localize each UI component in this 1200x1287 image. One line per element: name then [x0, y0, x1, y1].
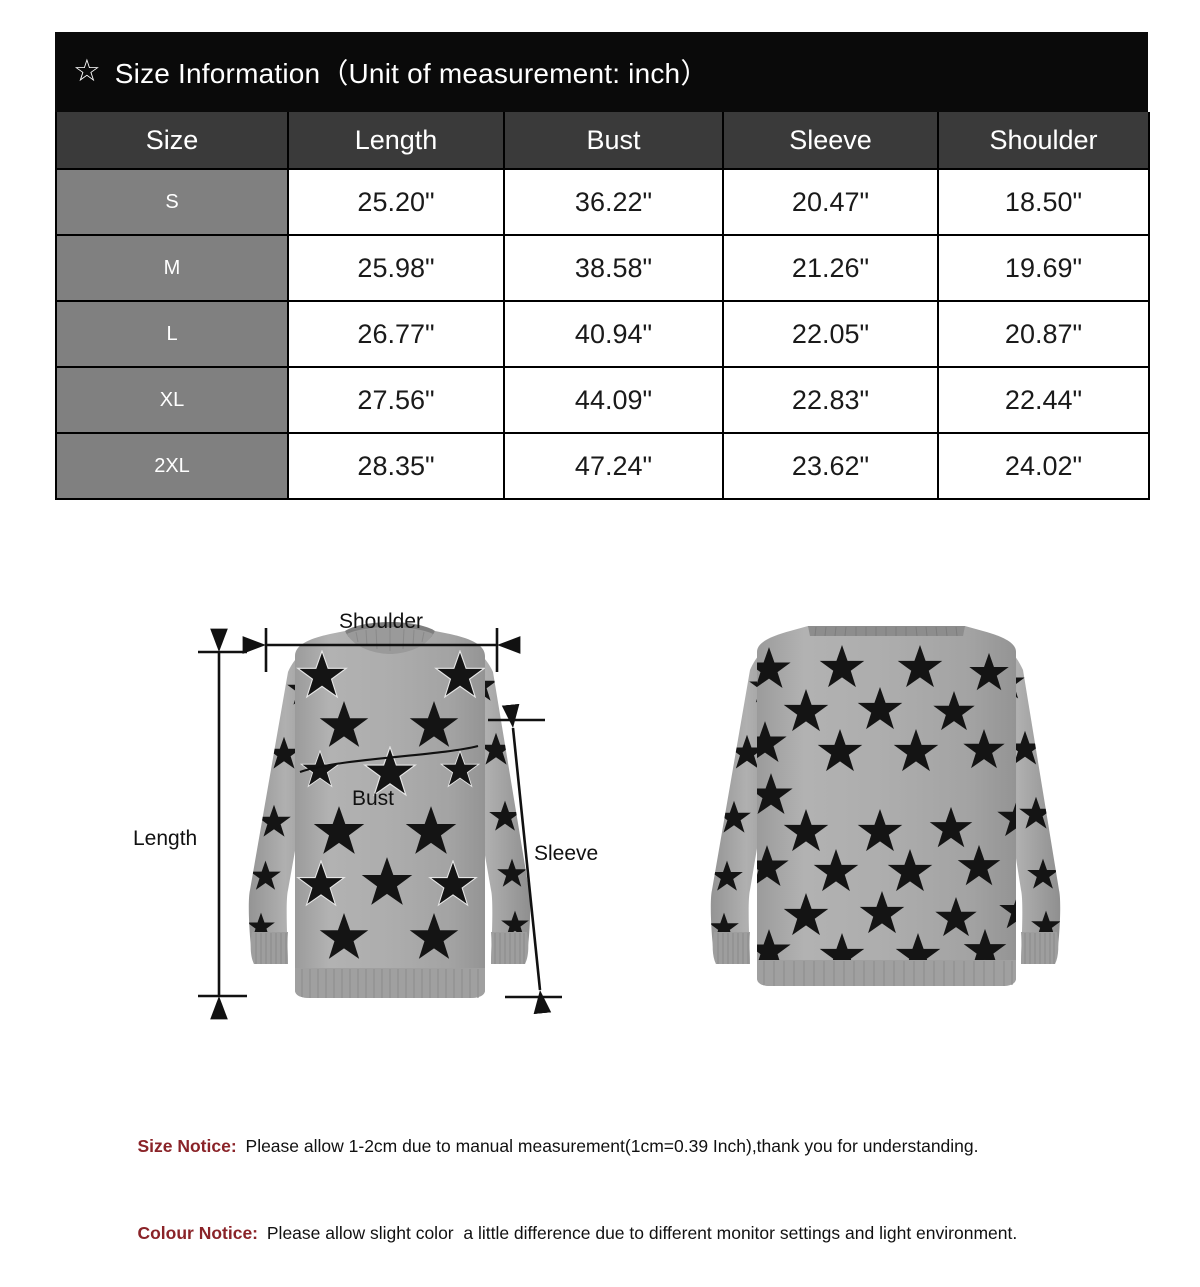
cell-length: 27.56" [287, 366, 505, 434]
size-notice-text: Please allow 1-2cm due to manual measure… [240, 1135, 979, 1156]
bust-label: Bust [352, 787, 394, 810]
size-notice: Size Notice: Please allow 1-2cm due to m… [118, 1112, 1158, 1180]
cell-length: 25.20" [287, 168, 505, 236]
cell-size: M [55, 234, 289, 302]
column-header-size: Size [55, 112, 289, 170]
cell-shoulder: 20.87" [937, 300, 1150, 368]
cell-shoulder: 18.50" [937, 168, 1150, 236]
bust-dimension [299, 744, 479, 773]
colour-notice: Colour Notice: Please allow slight color… [118, 1199, 1158, 1267]
table-title-text: Size Information（Unit of measurement: in… [114, 58, 709, 89]
cell-length: 28.35" [287, 432, 505, 500]
size-chart: Size Length Bust Sleeve Shoulder S 25.20… [55, 112, 1150, 500]
column-header-length: Length [287, 112, 505, 170]
size-notice-key: Size Notice: [137, 1135, 237, 1156]
sleeve-label: Sleeve [534, 842, 598, 865]
column-header-shoulder: Shoulder [937, 112, 1150, 170]
cell-bust: 36.22" [503, 168, 724, 236]
table-row: S 25.20" 36.22" 20.47" 18.50" [55, 168, 1150, 236]
cell-sleeve: 21.26" [722, 234, 939, 302]
sweater-back-view [710, 626, 1061, 986]
sweater-front-view [248, 622, 531, 998]
measurement-diagram: Shoulder Length Bust Sleeve [0, 560, 1200, 1060]
cell-shoulder: 24.02" [937, 432, 1150, 500]
table-row: XL 27.56" 44.09" 22.83" 22.44" [55, 366, 1150, 434]
cell-sleeve: 20.47" [722, 168, 939, 236]
colour-notice-key: Colour Notice: [137, 1223, 259, 1243]
cell-bust: 44.09" [503, 366, 724, 434]
cell-bust: 40.94" [503, 300, 724, 368]
cell-shoulder: 19.69" [937, 234, 1150, 302]
front-body [295, 622, 485, 998]
cell-bust: 47.24" [503, 432, 724, 500]
length-dimension [198, 628, 247, 1020]
cell-sleeve: 22.83" [722, 366, 939, 434]
cell-size: 2XL [55, 432, 289, 500]
star-icon: ☆ [73, 53, 101, 88]
cell-length: 26.77" [287, 300, 505, 368]
table-row: M 25.98" 38.58" 21.26" 19.69" [55, 234, 1150, 302]
shoulder-label: Shoulder [339, 610, 423, 633]
notices-section: Size Notice: Please allow 1-2cm due to m… [118, 1112, 1158, 1287]
length-label: Length [133, 827, 197, 850]
cell-sleeve: 22.05" [722, 300, 939, 368]
table-title-bar: ☆ Size Information（Unit of measurement: … [55, 32, 1148, 112]
shoulder-dimension [242, 628, 521, 672]
size-information-table: ☆ Size Information（Unit of measurement: … [55, 32, 1150, 500]
table-row: L 26.77" 40.94" 22.05" 20.87" [55, 300, 1150, 368]
cell-size: S [55, 168, 289, 236]
back-body [757, 626, 1016, 986]
dimension-lines [198, 628, 562, 1020]
sleeve-dimension [488, 703, 562, 1015]
column-header-sleeve: Sleeve [722, 112, 939, 170]
cell-size: L [55, 300, 289, 368]
table-header-row: Size Length Bust Sleeve Shoulder [55, 112, 1150, 170]
table-row: 2XL 28.35" 47.24" 23.62" 24.02" [55, 432, 1150, 500]
colour-notice-text: Please allow slight color a little diffe… [262, 1223, 1018, 1243]
cell-shoulder: 22.44" [937, 366, 1150, 434]
cell-size: XL [55, 366, 289, 434]
cell-bust: 38.58" [503, 234, 724, 302]
column-header-bust: Bust [503, 112, 724, 170]
cell-length: 25.98" [287, 234, 505, 302]
cell-sleeve: 23.62" [722, 432, 939, 500]
